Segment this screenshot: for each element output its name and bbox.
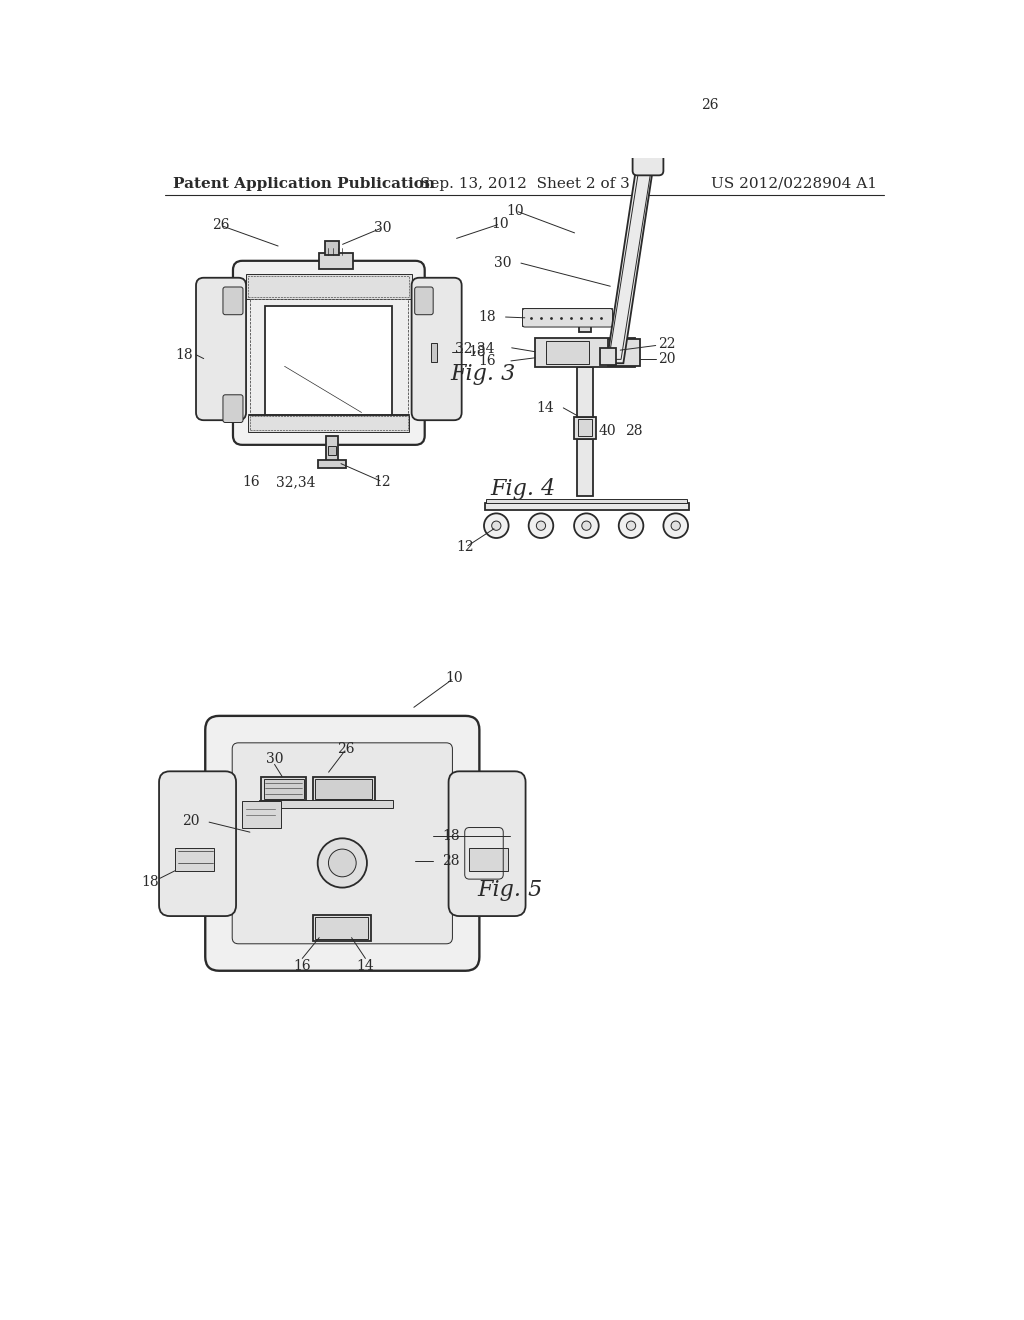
Text: 22: 22 (658, 337, 676, 351)
Bar (215, 849, 469, 873)
Text: 30: 30 (374, 220, 391, 235)
Bar (600, 348, 615, 364)
Circle shape (627, 521, 636, 531)
Bar (249, 414, 410, 432)
Bar (578, 420, 592, 437)
Bar (243, 801, 281, 829)
FancyBboxPatch shape (232, 743, 453, 944)
FancyBboxPatch shape (449, 771, 525, 916)
Circle shape (528, 513, 553, 539)
Text: Fig. 3: Fig. 3 (451, 363, 515, 385)
FancyBboxPatch shape (412, 277, 462, 420)
Text: 26: 26 (700, 98, 719, 112)
Bar (313, 915, 371, 941)
Text: 14: 14 (356, 960, 375, 973)
Text: 18: 18 (478, 310, 497, 323)
Bar (250, 416, 408, 430)
Bar (547, 341, 589, 364)
Bar (175, 847, 214, 871)
Bar (326, 436, 339, 462)
Text: 16: 16 (478, 354, 497, 368)
Bar (217, 850, 467, 871)
Text: 10: 10 (507, 203, 524, 218)
Bar (484, 503, 689, 511)
FancyBboxPatch shape (233, 261, 425, 445)
Text: 16: 16 (243, 475, 260, 488)
Text: 20: 20 (182, 813, 200, 828)
FancyBboxPatch shape (223, 395, 243, 422)
Text: 12: 12 (457, 540, 474, 554)
Bar (329, 446, 336, 455)
Circle shape (574, 513, 599, 539)
Bar (246, 275, 412, 300)
Bar (574, 417, 596, 438)
Bar (315, 917, 369, 940)
Text: Fig. 4: Fig. 4 (490, 479, 556, 500)
Bar (578, 367, 593, 417)
Text: 18: 18 (176, 347, 194, 362)
FancyBboxPatch shape (633, 136, 664, 176)
Text: 40: 40 (599, 424, 616, 438)
Circle shape (664, 513, 688, 539)
Text: 28: 28 (625, 424, 642, 438)
Bar (523, 309, 611, 326)
Text: 28: 28 (442, 854, 460, 867)
Bar (469, 847, 508, 871)
Text: 18: 18 (442, 829, 460, 843)
Text: 12: 12 (374, 475, 391, 488)
Text: 26: 26 (338, 742, 355, 756)
Bar (535, 338, 635, 367)
Circle shape (610, 350, 617, 358)
Circle shape (484, 513, 509, 539)
Bar (578, 438, 593, 496)
Circle shape (671, 521, 680, 531)
Bar (265, 306, 392, 422)
Text: 18: 18 (141, 875, 159, 890)
Bar (313, 776, 375, 801)
Polygon shape (606, 170, 652, 363)
Bar (264, 779, 304, 799)
Circle shape (582, 521, 591, 531)
Text: 10: 10 (492, 216, 509, 231)
FancyBboxPatch shape (415, 286, 433, 314)
Text: Patent Application Publication: Patent Application Publication (173, 177, 435, 191)
Text: 32,34: 32,34 (455, 341, 494, 355)
Bar (318, 461, 346, 469)
Circle shape (317, 838, 367, 887)
Text: 30: 30 (495, 256, 512, 271)
Bar (315, 779, 373, 799)
FancyBboxPatch shape (159, 771, 237, 916)
Bar (261, 776, 306, 801)
Text: 32,34: 32,34 (276, 475, 315, 488)
FancyBboxPatch shape (196, 277, 246, 420)
Text: 26: 26 (212, 218, 229, 232)
Bar (486, 499, 687, 503)
Bar (319, 253, 353, 268)
FancyBboxPatch shape (522, 309, 612, 327)
Bar (431, 343, 437, 363)
Circle shape (329, 849, 356, 876)
Text: Fig. 5: Fig. 5 (477, 879, 543, 902)
FancyBboxPatch shape (223, 286, 243, 314)
Bar (249, 276, 410, 297)
FancyBboxPatch shape (205, 715, 479, 970)
Text: US 2012/0228904 A1: US 2012/0228904 A1 (712, 177, 878, 191)
Bar (608, 339, 640, 366)
Text: 18: 18 (468, 346, 485, 359)
Bar (579, 313, 591, 333)
Circle shape (537, 521, 546, 531)
Bar (250, 300, 408, 428)
Text: Sep. 13, 2012  Sheet 2 of 3: Sep. 13, 2012 Sheet 2 of 3 (420, 177, 630, 191)
Text: 20: 20 (658, 352, 676, 367)
Text: 14: 14 (537, 401, 554, 414)
Bar (259, 800, 393, 808)
Bar (326, 240, 339, 255)
Text: 10: 10 (445, 671, 463, 685)
Circle shape (618, 513, 643, 539)
Circle shape (492, 521, 501, 531)
Text: 30: 30 (266, 752, 284, 766)
Text: 16: 16 (294, 960, 311, 973)
